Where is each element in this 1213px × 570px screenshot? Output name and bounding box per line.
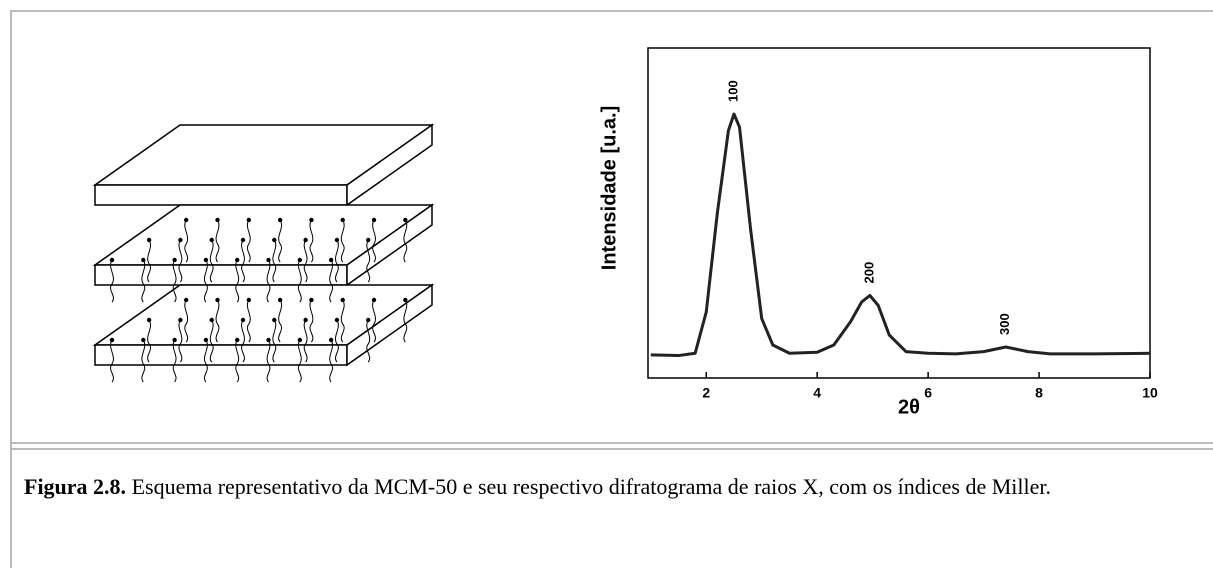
- head-group: [372, 218, 376, 222]
- head-group: [309, 218, 313, 222]
- head-group: [303, 318, 307, 322]
- head-group: [329, 258, 333, 262]
- head-group: [329, 338, 333, 342]
- head-group: [172, 338, 176, 342]
- x-tick-label: 4: [813, 385, 821, 401]
- head-group: [141, 258, 145, 262]
- head-group: [184, 298, 188, 302]
- head-group: [147, 318, 151, 322]
- caption-text: Esquema representativo da MCM-50 e seu r…: [132, 474, 1051, 499]
- head-group: [403, 298, 407, 302]
- peak-label: 200: [861, 262, 876, 284]
- head-group: [266, 258, 270, 262]
- caption: Figura 2.8. Esquema representativo da MC…: [12, 448, 1213, 570]
- y-axis-label: Intensidade [u.a.]: [598, 106, 620, 270]
- x-tick-label: 8: [1035, 385, 1043, 401]
- head-group: [204, 258, 208, 262]
- head-group: [110, 338, 114, 342]
- xrd-curve: [651, 114, 1150, 356]
- head-group: [210, 238, 214, 242]
- head-group: [335, 238, 339, 242]
- head-group: [110, 258, 114, 262]
- slab: [95, 285, 432, 365]
- head-group: [184, 218, 188, 222]
- peak-label: 300: [997, 313, 1012, 335]
- head-group: [247, 218, 251, 222]
- head-group: [266, 338, 270, 342]
- head-group: [278, 298, 282, 302]
- layer-diagram: [95, 125, 432, 382]
- plot-frame: [648, 48, 1150, 378]
- head-group: [298, 338, 302, 342]
- x-axis-label: 2θ: [898, 396, 920, 418]
- caption-label: Figura 2.8.: [24, 474, 126, 499]
- slab: [95, 205, 432, 285]
- head-group: [272, 318, 276, 322]
- head-group: [241, 238, 245, 242]
- head-group: [341, 218, 345, 222]
- head-group: [372, 298, 376, 302]
- head-group: [278, 218, 282, 222]
- head-group: [366, 318, 370, 322]
- head-group: [235, 338, 239, 342]
- head-group: [215, 298, 219, 302]
- head-group: [241, 318, 245, 322]
- head-group: [178, 318, 182, 322]
- figure: 2 4 6 8 10 2θ Intensidade [u.a.] 100 200 300: [0, 0, 1213, 445]
- head-group: [178, 238, 182, 242]
- head-group: [403, 218, 407, 222]
- head-group: [366, 238, 370, 242]
- x-tick-label: 2: [702, 385, 710, 401]
- head-group: [235, 258, 239, 262]
- head-group: [141, 338, 145, 342]
- head-group: [210, 318, 214, 322]
- x-tick-label: 6: [924, 385, 932, 401]
- head-group: [335, 318, 339, 322]
- slab: [95, 125, 432, 205]
- head-group: [309, 298, 313, 302]
- head-group: [341, 298, 345, 302]
- head-group: [204, 338, 208, 342]
- head-group: [298, 258, 302, 262]
- head-group: [247, 298, 251, 302]
- head-group: [215, 218, 219, 222]
- head-group: [172, 258, 176, 262]
- head-group: [303, 238, 307, 242]
- head-group: [147, 238, 151, 242]
- head-group: [272, 238, 276, 242]
- peak-label: 100: [725, 80, 740, 102]
- x-tick-label: 10: [1142, 385, 1158, 401]
